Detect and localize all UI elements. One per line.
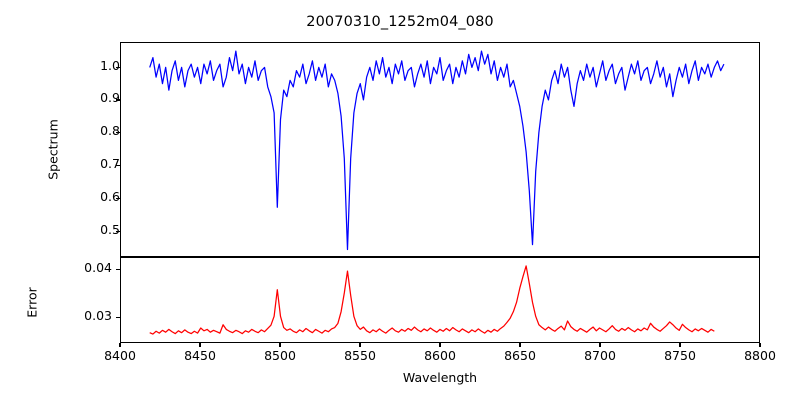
y-tick-label: 1.0 xyxy=(100,57,120,73)
x-tick-label: 8500 xyxy=(264,348,296,363)
error-plot-area xyxy=(121,258,759,342)
spectrum-data-line xyxy=(150,51,724,249)
y-tick-label: 0.6 xyxy=(100,188,120,204)
y-axis-label-spectrum: Spectrum xyxy=(45,119,61,180)
figure-title: 20070310_1252m04_080 xyxy=(306,14,494,30)
y-tick-mark xyxy=(116,165,120,167)
x-tick-mark xyxy=(359,343,361,347)
x-tick-mark xyxy=(279,343,281,347)
y-tick-mark xyxy=(116,316,120,318)
y-tick-label: 0.03 xyxy=(84,307,112,323)
y-tick-mark xyxy=(116,230,120,232)
x-tick-mark xyxy=(439,343,441,347)
error-panel xyxy=(120,257,760,343)
spectrum-panel xyxy=(120,42,760,257)
x-tick-label: 8450 xyxy=(184,348,216,363)
y-tick-mark xyxy=(116,66,120,68)
x-tick-mark xyxy=(679,343,681,347)
x-tick-label: 8600 xyxy=(424,348,456,363)
x-tick-label: 8800 xyxy=(744,348,776,363)
y-tick-label: 0.04 xyxy=(84,259,112,275)
y-tick-mark xyxy=(116,99,120,101)
x-tick-label: 8550 xyxy=(344,348,376,363)
x-tick-mark xyxy=(119,343,121,347)
spectrum-plot-area xyxy=(121,43,759,256)
y-tick-mark xyxy=(116,268,120,271)
x-tick-mark xyxy=(599,343,601,347)
x-tick-mark xyxy=(519,343,521,347)
y-tick-label: 0.9 xyxy=(100,90,120,106)
y-tick-label: 0.7 xyxy=(100,156,120,172)
error-data-line xyxy=(150,266,715,334)
x-tick-label: 8400 xyxy=(104,348,136,363)
x-tick-mark xyxy=(759,343,761,347)
x-tick-label: 8650 xyxy=(504,348,536,363)
y-tick-mark xyxy=(116,132,120,134)
x-tick-label: 8700 xyxy=(584,348,616,363)
y-tick-label: 0.5 xyxy=(100,221,120,237)
x-axis-label: Wavelength xyxy=(402,370,478,385)
x-tick-label: 8750 xyxy=(664,348,696,363)
y-tick-label: 0.8 xyxy=(100,123,120,139)
y-tick-mark xyxy=(116,197,120,200)
x-tick-mark xyxy=(199,343,201,347)
y-axis-label-error: Error xyxy=(24,287,40,318)
